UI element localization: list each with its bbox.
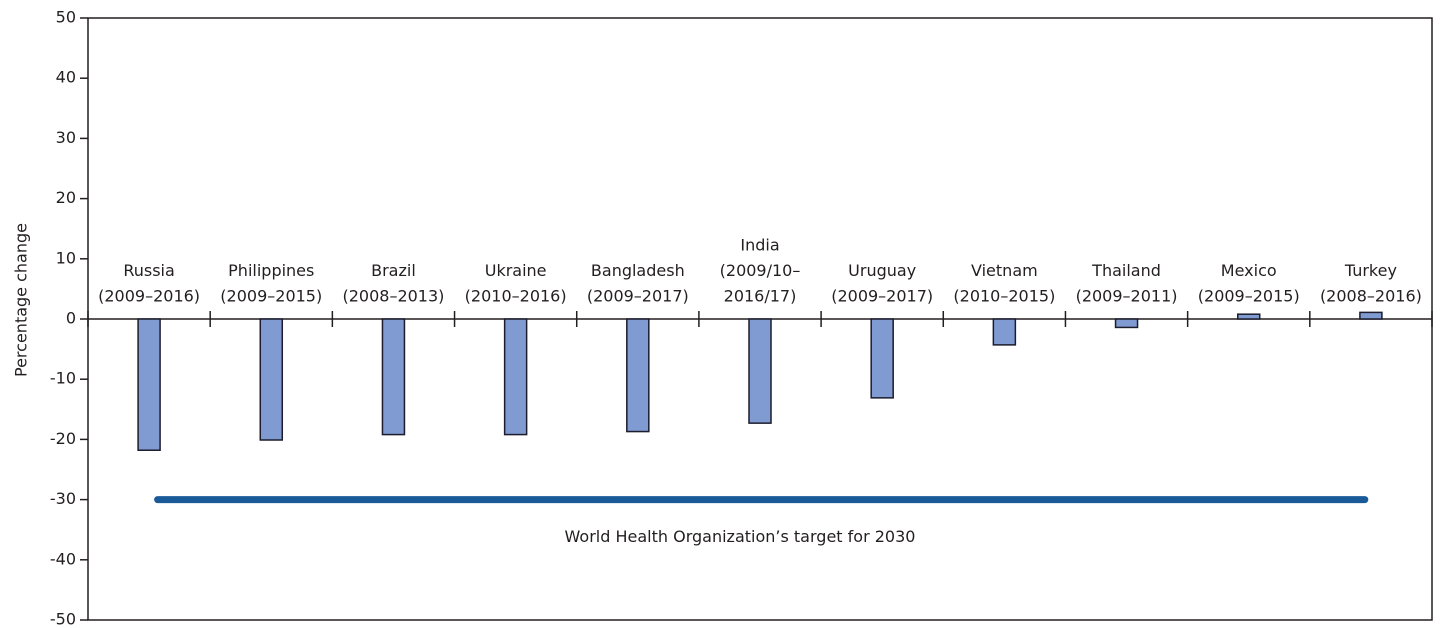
x-tick-label: (2008–2013): [342, 287, 444, 306]
x-tick-label: (2009/10–: [720, 261, 801, 280]
x-tick-label: Turkey: [1344, 261, 1397, 280]
y-tick-label: 0: [66, 309, 76, 328]
bar: [1359, 311, 1383, 320]
bar: [503, 318, 528, 436]
bar: [259, 318, 284, 441]
y-tick-label: -50: [50, 610, 76, 628]
x-tick-label: (2009–2015): [1198, 287, 1300, 306]
x-tick-label: Russia: [123, 261, 174, 280]
bar: [137, 318, 161, 451]
bar: [1236, 313, 1261, 320]
x-tick-label: Uruguay: [848, 261, 916, 280]
x-tick-label: 2016/17): [724, 287, 797, 306]
y-tick-label: 30: [56, 128, 76, 147]
y-tick-label: 20: [56, 188, 76, 207]
x-tick-label: Vietnam: [971, 261, 1038, 280]
target-label: World Health Organization’s target for 2…: [565, 527, 916, 546]
x-tick-label: Brazil: [371, 261, 416, 280]
y-tick-label: 10: [56, 248, 76, 267]
x-tick-label: (2009–2016): [98, 287, 200, 306]
x-tick-label: (2009–2015): [220, 287, 322, 306]
y-tick-label: -20: [50, 429, 76, 448]
y-tick-label: -10: [50, 369, 76, 388]
x-tick-label: (2009–2011): [1076, 287, 1178, 306]
x-tick-label: (2008–2016): [1320, 287, 1422, 306]
bar: [992, 318, 1017, 346]
x-tick-label: Bangladesh: [591, 261, 685, 280]
x-tick-label: (2009–2017): [587, 287, 689, 306]
x-tick-label: (2009–2017): [831, 287, 933, 306]
bar: [870, 318, 894, 399]
y-tick-label: -30: [50, 489, 76, 508]
x-tick-label: Ukraine: [485, 261, 547, 280]
x-tick-label: India: [740, 236, 779, 255]
bar: [626, 318, 650, 433]
y-tick-label: 40: [56, 68, 76, 87]
x-tick-label: Mexico: [1221, 261, 1277, 280]
bar: [381, 318, 406, 436]
x-tick-label: Thailand: [1091, 261, 1161, 280]
y-axis-label: Percentage change: [12, 223, 31, 377]
bar: [1114, 318, 1139, 329]
bar: [748, 318, 772, 424]
y-tick-label: 50: [56, 8, 76, 27]
x-tick-label: (2010–2016): [465, 287, 567, 306]
y-tick-label: -40: [50, 549, 76, 568]
x-tick-label: Philippines: [228, 261, 314, 280]
x-tick-label: (2010–2015): [953, 287, 1055, 306]
